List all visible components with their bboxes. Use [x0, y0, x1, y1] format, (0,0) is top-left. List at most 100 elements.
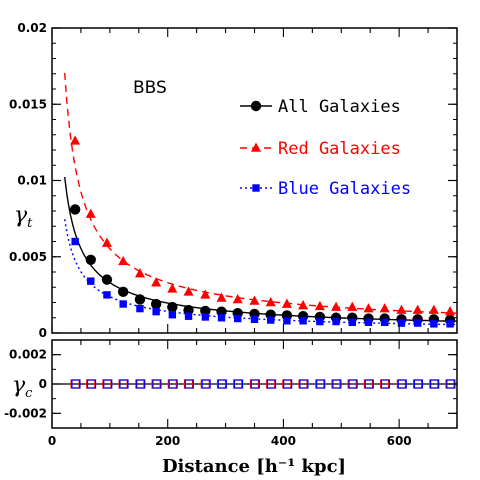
bottom-y-axis-label: γc [12, 373, 33, 401]
cross-shear-point-1-0 [71, 379, 81, 389]
bottom-panel-x-ticks: 0 200 400 600 [48, 340, 458, 448]
data-point-series-1-1 [85, 208, 96, 218]
data-point-series-2-5 [152, 307, 160, 316]
data-point-series-2-14 [299, 317, 307, 325]
data-point-series-2-18 [364, 318, 373, 327]
data-point-series-2-21 [413, 319, 422, 327]
top-y-tick-label-1: 0.005 [9, 250, 47, 264]
data-point-series-2-11 [250, 315, 259, 323]
cross-shear-point-1-18 [364, 379, 374, 389]
cross-shear-point-1-3 [119, 379, 129, 389]
data-point-series-2-13 [283, 317, 291, 325]
cross-shear-point-1-14 [299, 379, 309, 389]
series-line-0 [64, 176, 457, 322]
top-y-tick-label-2: 0.01 [17, 174, 47, 188]
x-axis-label: Distance [h⁻¹ kpc] [162, 456, 346, 477]
data-point-series-2-17 [348, 318, 356, 327]
data-point-series-1-5 [151, 277, 162, 287]
data-point-series-1-21 [412, 304, 423, 314]
cross-shear-point-1-10 [233, 379, 244, 389]
data-point-series-0-2 [101, 274, 113, 285]
cross-shear-point-1-2 [103, 379, 113, 389]
data-point-series-0-3 [117, 286, 129, 298]
top-panel-x-ticks [51, 28, 458, 333]
data-point-series-0-4 [134, 294, 146, 305]
x-tick-label-1: 200 [155, 434, 180, 448]
cross-shear-point-1-22 [430, 379, 440, 389]
cross-shear-point-1-21 [413, 379, 424, 389]
top-y-tick-label-3: 0.015 [9, 97, 47, 111]
series-line-2 [64, 219, 457, 326]
top-panel-curves [64, 72, 457, 326]
top-y-axis-subscript: t [27, 216, 33, 231]
x-tick-label-0: 0 [48, 434, 56, 448]
tangential-shear-panel: 0 0.005 0.01 0.015 0.02 BBS All Galaxies Red … [9, 21, 458, 340]
cross-shear-point-1-15 [316, 379, 326, 389]
data-point-series-1-12 [265, 297, 276, 307]
data-point-series-2-4 [136, 304, 144, 313]
cross-shear-point-1-4 [136, 379, 146, 389]
data-point-series-1-0 [70, 135, 81, 145]
cross-shear-point-1-8 [201, 379, 211, 389]
legend-label-0: All Galaxies [278, 97, 401, 117]
legend-marker-1 [251, 142, 261, 152]
data-point-series-1-6 [167, 283, 178, 293]
data-point-series-1-19 [379, 303, 390, 313]
cross-shear-point-1-12 [266, 379, 277, 389]
bottom-y-axis-symbol: γ [12, 373, 26, 398]
bottom-panel-y-ticks: -0.002 0 0.002 [4, 348, 457, 420]
data-point-series-2-3 [119, 300, 127, 308]
data-point-series-1-16 [331, 301, 342, 311]
cross-shear-point-1-11 [250, 379, 260, 389]
data-point-series-2-20 [397, 319, 406, 327]
top-panel-markers [69, 135, 456, 328]
data-point-series-1-13 [281, 298, 292, 308]
cross-shear-point-1-20 [397, 379, 407, 389]
data-point-series-2-1 [87, 277, 95, 285]
data-point-series-1-15 [314, 300, 325, 311]
data-point-series-2-6 [168, 311, 177, 319]
data-point-series-2-0 [71, 237, 79, 246]
data-point-series-1-23 [445, 306, 456, 316]
data-point-series-2-16 [332, 317, 340, 326]
data-point-series-1-22 [428, 304, 439, 314]
legend-marker-0 [250, 100, 262, 112]
bottom-panel-markers [70, 379, 456, 389]
x-tick-label-3: 600 [387, 434, 412, 448]
cross-shear-point-1-9 [217, 379, 227, 389]
data-point-series-2-2 [103, 291, 111, 299]
cross-shear-point-1-5 [152, 379, 162, 389]
cross-shear-point-1-13 [283, 379, 293, 389]
data-point-series-2-15 [316, 317, 324, 326]
cross-shear-point-1-6 [168, 379, 178, 389]
top-y-tick-label-4: 0.02 [17, 21, 47, 35]
legend-label-1: Red Galaxies [278, 139, 401, 159]
data-point-series-1-14 [298, 300, 309, 310]
data-point-series-1-20 [396, 304, 407, 314]
data-point-series-2-22 [430, 320, 438, 328]
data-point-series-2-10 [234, 314, 242, 323]
data-point-series-1-10 [232, 293, 243, 304]
data-point-series-2-7 [184, 312, 193, 320]
data-point-series-2-12 [267, 316, 275, 324]
data-point-series-0-6 [167, 301, 178, 313]
data-point-series-2-19 [380, 318, 389, 327]
cross-shear-point-1-16 [332, 379, 342, 389]
data-point-series-2-8 [201, 313, 210, 321]
data-point-series-0-5 [150, 298, 162, 310]
panel-label-bbs: BBS [133, 78, 167, 98]
top-y-axis-label: γt [14, 203, 33, 231]
data-point-series-1-11 [249, 295, 260, 305]
data-point-series-1-8 [200, 289, 211, 299]
bottom-y-tick-label-0: -0.002 [4, 406, 47, 420]
data-point-series-1-18 [363, 303, 374, 313]
bottom-y-tick-label-1: 0 [39, 377, 47, 391]
data-point-series-2-23 [446, 320, 454, 328]
data-point-series-1-7 [183, 286, 194, 296]
data-point-series-1-9 [216, 292, 227, 302]
top-y-tick-label-0: 0 [39, 326, 47, 340]
cross-shear-point-1-7 [184, 379, 194, 389]
data-point-series-1-2 [101, 237, 112, 247]
